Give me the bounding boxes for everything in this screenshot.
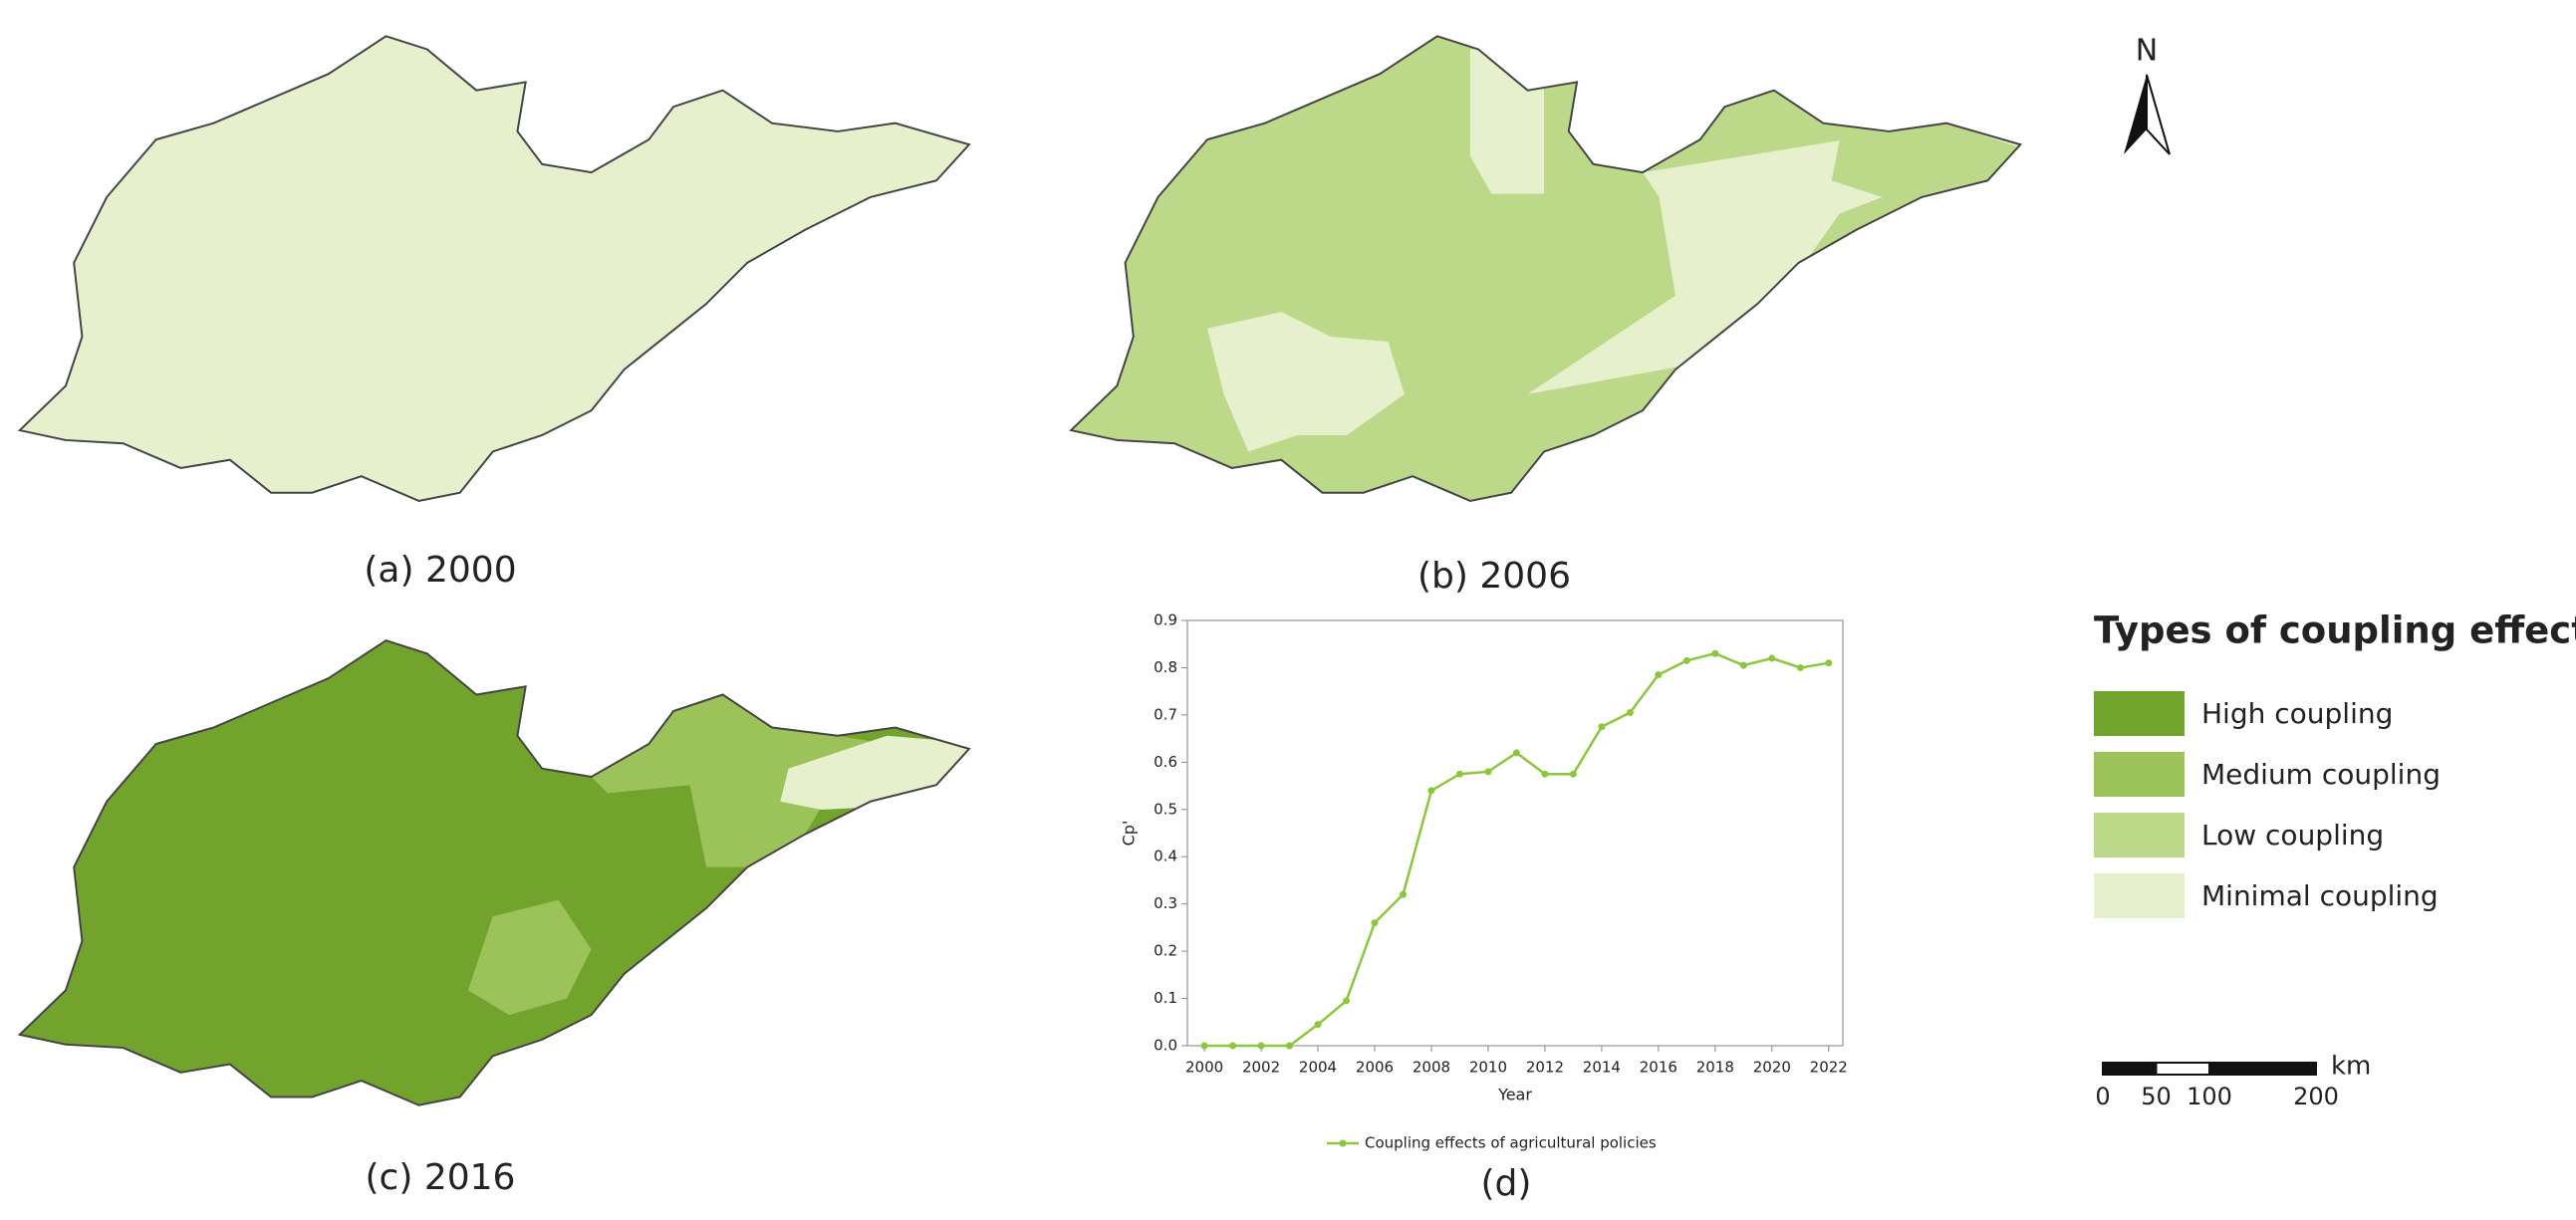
legend-label: Low coupling xyxy=(2201,819,2384,852)
region xyxy=(1469,49,1545,194)
x-tick-label: 2020 xyxy=(1753,1059,1791,1077)
north-arrow xyxy=(2124,75,2147,154)
legend-label: High coupling xyxy=(2201,697,2393,730)
region xyxy=(1207,312,1405,452)
series-marker xyxy=(1455,770,1463,778)
series-marker xyxy=(1569,770,1577,778)
line-chart: 0.0 0.1 0.2 0.3 0.4 0.5 0.6 0.7 0.8 0.9 2000 2002 20… xyxy=(1120,611,1848,1205)
legend-swatch xyxy=(2094,813,2185,857)
y-tick-label: 0.6 xyxy=(1154,753,1177,771)
plot-frame xyxy=(1186,619,1844,1047)
y-tick-label: 0.8 xyxy=(1154,658,1177,676)
legend-marker xyxy=(1339,1139,1347,1147)
y-tick-label: 0.1 xyxy=(1154,989,1177,1007)
series-marker xyxy=(1682,656,1690,664)
x-tick-label: 2002 xyxy=(1242,1059,1280,1077)
series-marker xyxy=(1314,1021,1322,1029)
series-marker xyxy=(1541,770,1549,778)
series-marker xyxy=(1655,671,1663,679)
scale-tick-label: 0 xyxy=(2095,1083,2110,1110)
y-tick-label: 0.0 xyxy=(1154,1037,1177,1055)
y-tick-label: 0.4 xyxy=(1154,848,1177,865)
x-axis-label: Year xyxy=(1497,1086,1532,1104)
region xyxy=(467,899,592,1016)
x-tick-label: 2018 xyxy=(1696,1059,1734,1077)
x-tick-label: 2010 xyxy=(1469,1059,1507,1077)
series-marker xyxy=(1512,749,1520,757)
x-tick-label: 2014 xyxy=(1583,1059,1621,1077)
series-marker xyxy=(1768,654,1776,662)
x-tick-label: 2016 xyxy=(1640,1059,1677,1077)
y-axis-label: Cp' xyxy=(1120,821,1139,847)
scale-tick-label: 50 xyxy=(2141,1083,2172,1110)
x-tick-label: 2022 xyxy=(1810,1059,1848,1077)
series-marker xyxy=(1257,1042,1265,1050)
legend-title: Types of coupling effects xyxy=(2094,610,2576,652)
series-line xyxy=(1204,651,1829,1048)
series-marker xyxy=(1825,659,1833,667)
series-marker xyxy=(1796,663,1804,671)
map-c xyxy=(18,639,970,1106)
series-marker xyxy=(1711,649,1719,657)
legend-swatch xyxy=(2094,873,2185,918)
series-marker xyxy=(1427,787,1435,795)
x-tick-label: 2006 xyxy=(1356,1059,1394,1077)
region xyxy=(1071,36,2021,501)
y-tick-label: 0.5 xyxy=(1154,800,1177,818)
legend-label: Minimal coupling xyxy=(2201,879,2439,912)
north-arrow xyxy=(2146,74,2171,155)
map-b xyxy=(1070,35,2022,502)
y-tick-label: 0.2 xyxy=(1154,942,1177,960)
north-label: N xyxy=(2136,34,2158,69)
series-marker xyxy=(1229,1042,1237,1050)
panel-label: (d) xyxy=(1481,1163,1532,1204)
scale-tick-label: 100 xyxy=(2187,1083,2232,1110)
panel-label: (a) 2000 xyxy=(364,550,516,591)
legend-label: Medium coupling xyxy=(2201,758,2441,791)
legend-swatch xyxy=(2094,752,2185,797)
panel-label: (b) 2006 xyxy=(1417,556,1571,597)
y-tick-label: 0.3 xyxy=(1154,894,1177,912)
legend: High coupling Medium coupling Low coupling… xyxy=(2094,691,2441,918)
y-tick-label: 0.7 xyxy=(1154,705,1177,723)
legend-swatch xyxy=(2094,691,2185,736)
series-marker xyxy=(1598,723,1606,731)
series-marker xyxy=(1286,1042,1294,1050)
region xyxy=(19,640,969,1105)
x-tick-label: 2012 xyxy=(1526,1059,1564,1077)
legend-label: Coupling effects of agricultural policie… xyxy=(1365,1134,1657,1152)
scale-tick-label: 200 xyxy=(2293,1083,2339,1110)
region xyxy=(18,35,970,502)
x-tick-label: 2000 xyxy=(1185,1059,1223,1077)
x-tick-label: 2004 xyxy=(1299,1059,1337,1077)
panel-label: (c) 2016 xyxy=(366,1157,516,1198)
series-marker xyxy=(1739,661,1747,669)
series-marker xyxy=(1484,768,1492,776)
map-a xyxy=(18,35,970,502)
scale-segment xyxy=(2208,1062,2317,1076)
series-marker xyxy=(1343,997,1351,1005)
series-marker xyxy=(1371,919,1379,927)
scale-segment xyxy=(2102,1062,2158,1076)
y-tick-label: 0.9 xyxy=(1154,611,1177,629)
scale-unit: km xyxy=(2331,1052,2371,1082)
series-marker xyxy=(1200,1042,1208,1050)
series-marker xyxy=(1399,890,1407,898)
scale-segment xyxy=(2155,1062,2210,1076)
x-tick-label: 2008 xyxy=(1413,1059,1450,1077)
series-marker xyxy=(1626,709,1634,717)
